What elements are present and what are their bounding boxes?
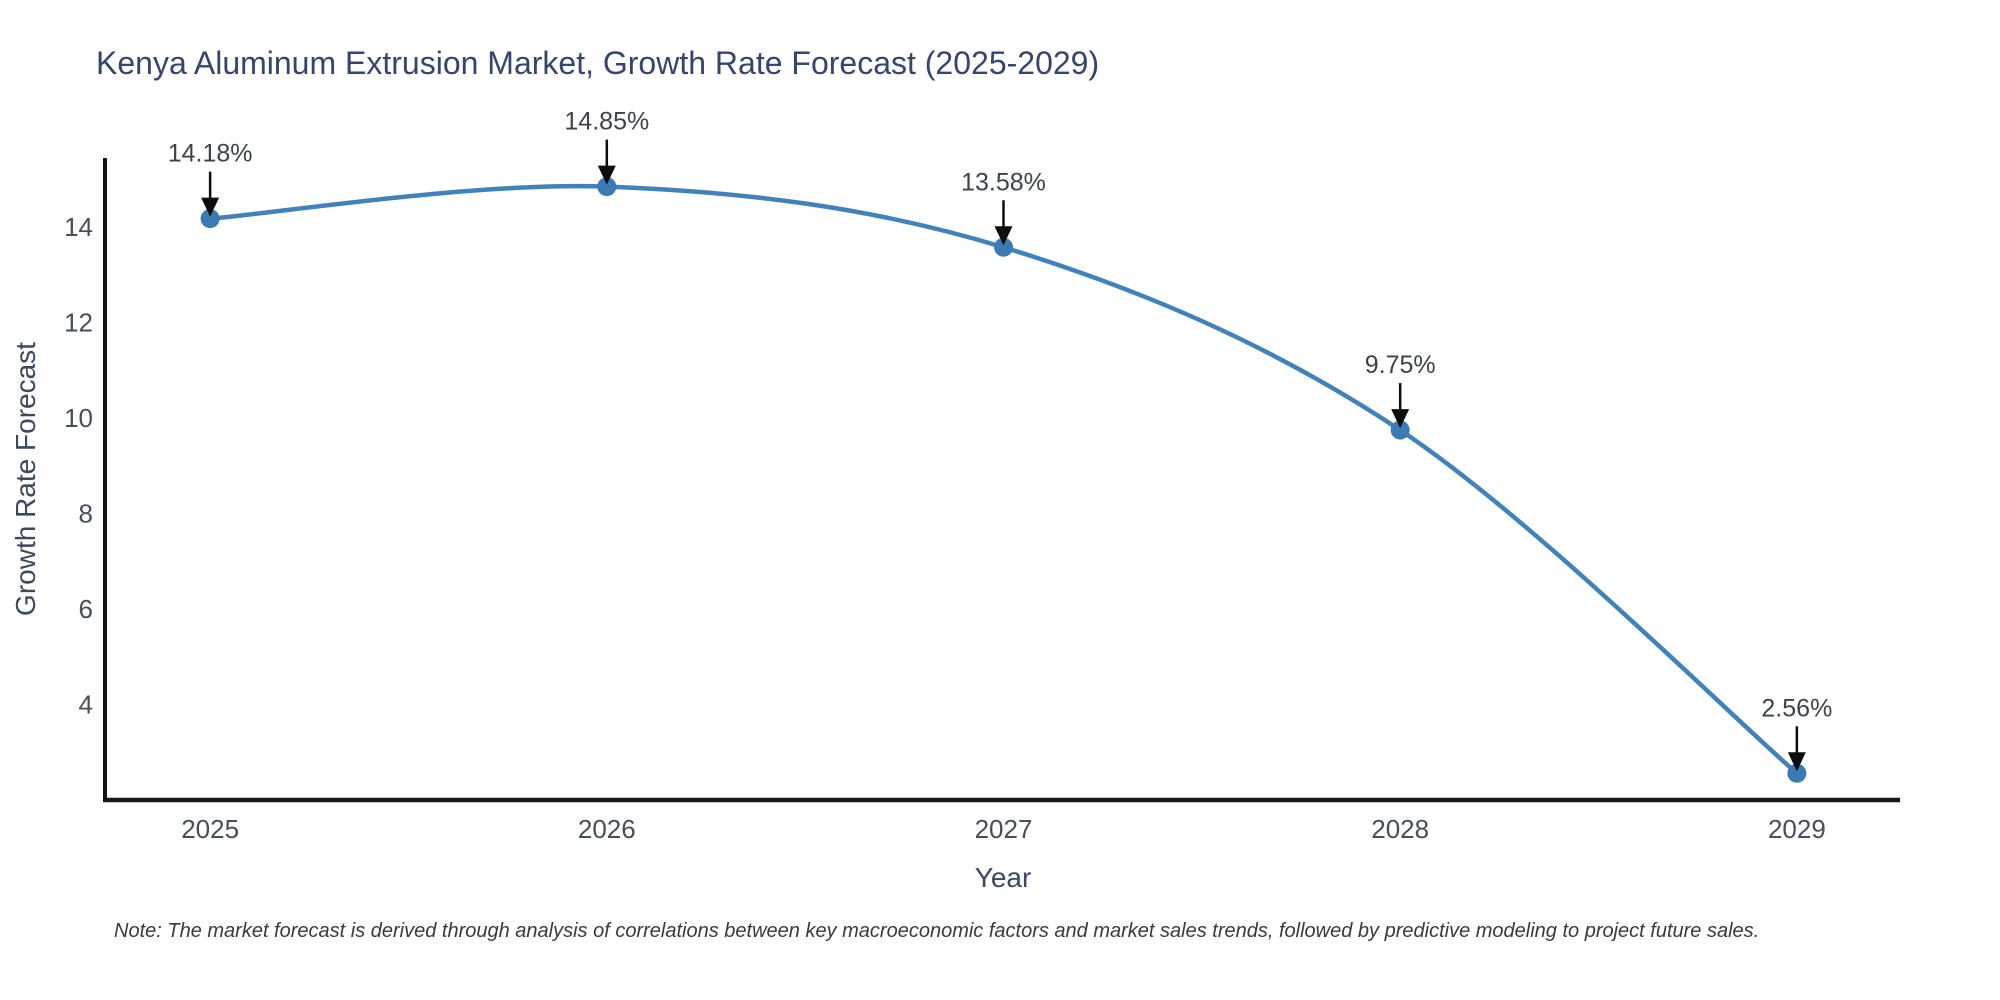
data-point-marker [1390, 420, 1410, 440]
annotation-label: 2.56% [1761, 694, 1832, 722]
annotation-arrow-head [597, 165, 616, 185]
y-tick-label: 8 [79, 499, 93, 529]
annotation-label: 14.85% [564, 108, 649, 136]
y-tick-label: 10 [64, 403, 93, 433]
data-point-marker [1787, 763, 1807, 783]
x-tick-label: 2028 [1371, 814, 1429, 844]
y-tick-label: 12 [64, 308, 93, 338]
annotation-label: 9.75% [1365, 351, 1436, 379]
x-tick-label: 2025 [181, 814, 239, 844]
y-tick-label: 14 [64, 212, 93, 242]
annotation-arrow-head [201, 197, 220, 217]
chart-footnote: Note: The market forecast is derived thr… [114, 920, 1760, 942]
x-axis-title: Year [974, 862, 1032, 893]
data-point-marker [200, 209, 220, 229]
y-axis-title: Growth Rate Forecast [10, 342, 41, 616]
annotation-label: 14.18% [168, 140, 253, 168]
x-tick-label: 2026 [578, 814, 636, 844]
annotation-arrow-head [994, 226, 1013, 246]
annotation-arrow-head [1391, 409, 1410, 429]
x-tick-label: 2027 [975, 814, 1033, 844]
trend-line [207, 183, 1800, 776]
y-tick-label: 6 [79, 594, 93, 624]
data-point-marker [993, 237, 1013, 257]
annotation-arrow-head [1787, 752, 1806, 772]
data-point-marker [597, 177, 617, 197]
annotation-label: 13.58% [961, 168, 1046, 196]
chart-title: Kenya Aluminum Extrusion Market, Growth … [96, 45, 1100, 81]
y-tick-label: 4 [79, 690, 93, 720]
x-tick-label: 2029 [1768, 814, 1826, 844]
